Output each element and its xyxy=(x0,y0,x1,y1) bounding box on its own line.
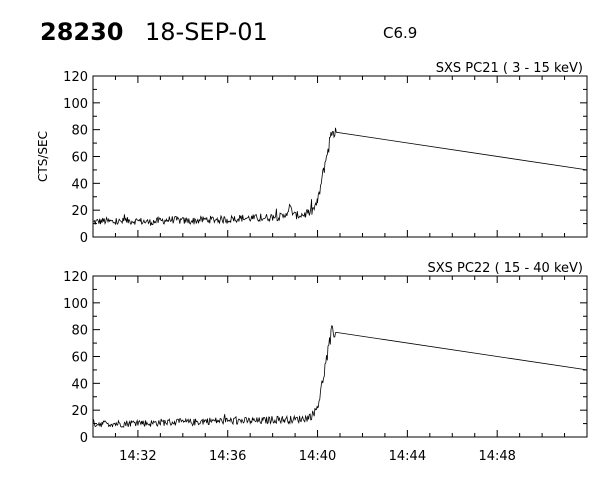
y-tick-label: 120 xyxy=(63,270,88,285)
y-tick-label: 20 xyxy=(71,204,88,219)
y-tick-label: 120 xyxy=(63,70,88,85)
y-axis-title: CTS/SEC xyxy=(36,131,50,182)
panels-group: SXS PC21 ( 3 - 15 keV) 0 20 40 60 80 100 120 CTS… xyxy=(36,61,588,464)
series-line-1 xyxy=(92,127,588,226)
y-tick-label: 40 xyxy=(71,177,88,192)
panel-1: SXS PC21 ( 3 - 15 keV) 0 20 40 60 80 100 120 CTS… xyxy=(36,61,588,246)
series-line-1 xyxy=(92,324,588,428)
event-id: 28230 xyxy=(40,18,124,46)
y-tick-label: 60 xyxy=(71,351,88,366)
event-date: 18-SEP-01 xyxy=(145,18,268,46)
plot-frame xyxy=(92,75,588,238)
y-tick-label: 100 xyxy=(63,97,88,112)
x-tick-label: 14:48 xyxy=(478,449,515,464)
flare-class: C6.9 xyxy=(383,24,417,42)
y-tick-label: 0 xyxy=(80,431,88,446)
x-tick-label: 14:40 xyxy=(299,449,336,464)
y-tick-label: 40 xyxy=(71,377,88,392)
x-tick-label: 14:32 xyxy=(119,449,156,464)
x-tick-label: 14:44 xyxy=(389,449,426,464)
y-tick-label: 80 xyxy=(71,124,88,139)
y-tick-label: 80 xyxy=(71,324,88,339)
panel-2: SXS PC22 ( 15 - 40 keV) 0 20 40 60 80 100 120 14… xyxy=(63,261,588,464)
panel-title: SXS PC21 ( 3 - 15 keV) xyxy=(436,61,583,76)
y-tick-label: 100 xyxy=(63,297,88,312)
y-tick-label: 20 xyxy=(71,404,88,419)
panel-title: SXS PC22 ( 15 - 40 keV) xyxy=(427,261,583,276)
plot-frame xyxy=(92,275,588,438)
y-tick-label: 60 xyxy=(71,151,88,166)
y-tick-label: 0 xyxy=(80,231,88,246)
x-tick-label: 14:36 xyxy=(209,449,246,464)
